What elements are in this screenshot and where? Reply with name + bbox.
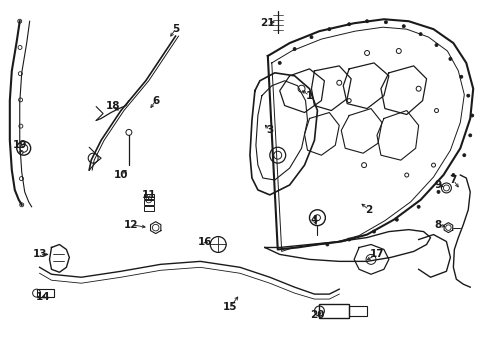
Text: 2: 2 xyxy=(365,205,372,215)
Circle shape xyxy=(468,134,471,137)
Text: 14: 14 xyxy=(36,292,51,302)
Text: 19: 19 xyxy=(13,140,27,150)
Circle shape xyxy=(347,238,350,241)
Bar xyxy=(319,304,348,318)
Circle shape xyxy=(459,75,462,78)
Text: 1: 1 xyxy=(305,91,312,101)
Circle shape xyxy=(418,33,421,36)
Circle shape xyxy=(292,48,296,50)
Bar xyxy=(143,200,153,205)
Circle shape xyxy=(394,218,398,221)
Text: 12: 12 xyxy=(123,220,138,230)
Circle shape xyxy=(347,23,350,26)
Bar xyxy=(37,289,54,297)
Circle shape xyxy=(462,154,465,157)
Text: 9: 9 xyxy=(434,180,441,190)
Circle shape xyxy=(402,25,405,28)
Circle shape xyxy=(278,62,281,64)
Text: 21: 21 xyxy=(260,18,275,28)
Text: 8: 8 xyxy=(434,220,441,230)
Circle shape xyxy=(470,114,473,117)
Text: 18: 18 xyxy=(105,100,120,111)
Circle shape xyxy=(309,36,312,39)
Circle shape xyxy=(436,190,439,193)
Circle shape xyxy=(327,28,330,31)
Circle shape xyxy=(325,243,328,246)
Text: 10: 10 xyxy=(114,170,128,180)
Text: 6: 6 xyxy=(152,96,159,105)
Text: 4: 4 xyxy=(310,215,318,225)
Circle shape xyxy=(448,58,451,60)
Circle shape xyxy=(416,205,419,208)
Text: 5: 5 xyxy=(172,24,179,34)
Circle shape xyxy=(466,94,469,97)
Circle shape xyxy=(365,20,368,23)
Text: 3: 3 xyxy=(265,125,273,135)
Bar xyxy=(348,306,366,316)
Circle shape xyxy=(384,21,386,24)
Circle shape xyxy=(434,44,437,46)
Text: 20: 20 xyxy=(309,310,324,320)
Bar xyxy=(143,194,153,199)
Text: 17: 17 xyxy=(369,249,384,260)
Circle shape xyxy=(372,230,375,233)
Text: 16: 16 xyxy=(198,237,212,247)
Bar xyxy=(143,206,153,211)
Text: 15: 15 xyxy=(223,302,237,312)
Text: 7: 7 xyxy=(449,175,456,185)
Text: 13: 13 xyxy=(32,249,47,260)
Circle shape xyxy=(451,174,454,176)
Text: 11: 11 xyxy=(141,190,156,200)
